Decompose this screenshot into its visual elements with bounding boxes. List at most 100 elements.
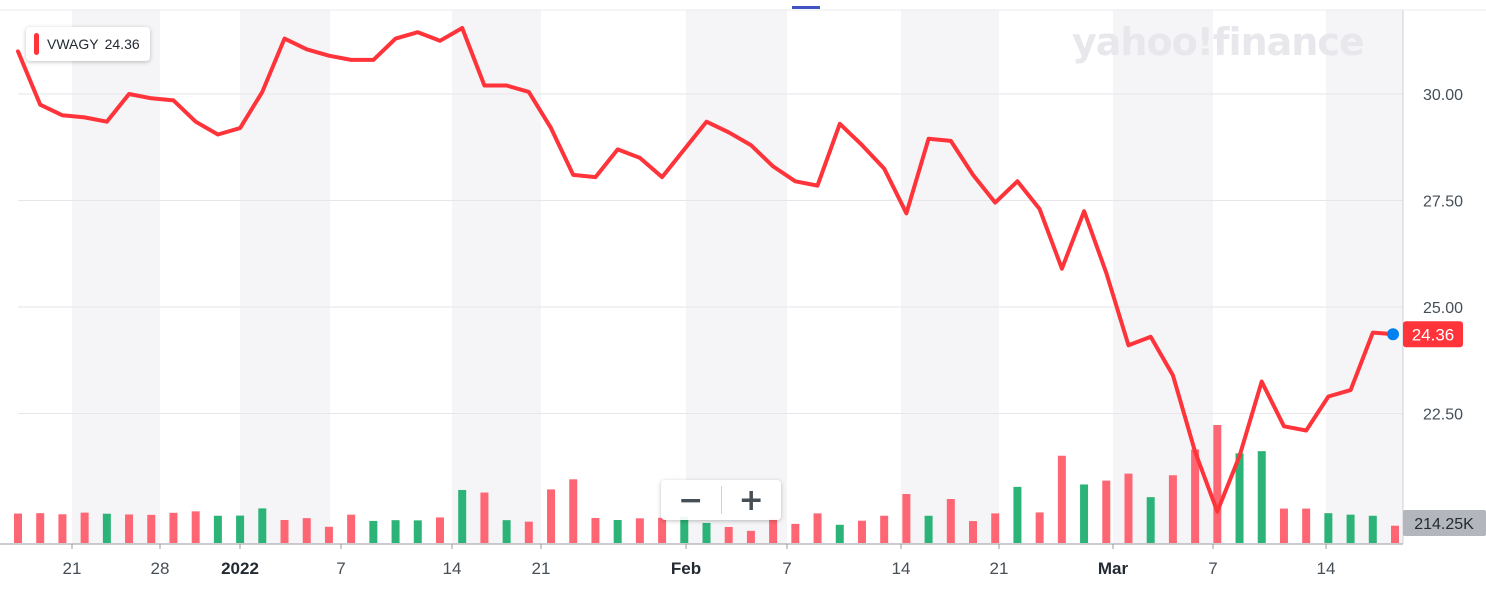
- volume-bar: [14, 513, 22, 543]
- volume-bar: [369, 520, 378, 543]
- volume-bar: [413, 520, 422, 543]
- x-tick-label: 21: [990, 559, 1009, 578]
- volume-bar: [902, 494, 911, 543]
- volume-bar: [569, 479, 578, 543]
- legend-value: 24.36: [104, 36, 140, 52]
- x-tick-label: 2022: [221, 559, 259, 578]
- volume-bar: [302, 518, 311, 543]
- volume-bar: [458, 489, 467, 543]
- week-band-4: [901, 10, 999, 544]
- volume-bar: [1102, 480, 1111, 543]
- volume-bar: [1235, 453, 1244, 543]
- volume-bar: [169, 512, 178, 543]
- volume-bar: [80, 512, 89, 543]
- volume-bar: [36, 513, 45, 543]
- week-band-0: [72, 10, 160, 544]
- volume-bar: [435, 517, 444, 543]
- week-band-3: [686, 10, 787, 544]
- volume-bar: [1035, 512, 1044, 543]
- volume-bar: [1191, 449, 1200, 543]
- y-tick-label: 25.00: [1423, 300, 1463, 317]
- volume-bar: [1391, 525, 1399, 543]
- volume-badge: [1403, 510, 1486, 536]
- volume-bar: [946, 499, 955, 543]
- volume-bar: [924, 515, 933, 543]
- volume-bar: [58, 514, 67, 543]
- volume-bar: [213, 515, 222, 543]
- volume-bar: [1257, 451, 1266, 543]
- volume-bar: [746, 530, 755, 543]
- volume-bar: [1302, 508, 1311, 543]
- volume-bar: [391, 520, 400, 543]
- volume-bar: [1368, 515, 1377, 543]
- x-tick-label: 7: [782, 559, 791, 578]
- volume-bar: [702, 522, 711, 543]
- last-price-label: 24.36: [1412, 325, 1455, 344]
- volume-bar: [880, 515, 889, 543]
- volume-bar: [236, 515, 245, 543]
- week-band-6: [1326, 10, 1403, 544]
- x-tick-label: 7: [1208, 559, 1217, 578]
- y-tick-label: 27.50: [1423, 194, 1463, 211]
- volume-bar: [147, 514, 156, 543]
- volume-bar: [991, 513, 1000, 543]
- volume-bar: [1124, 473, 1133, 543]
- volume-bar: [613, 519, 622, 543]
- volume-bar: [191, 511, 200, 543]
- x-tick-label: 21: [532, 559, 551, 578]
- volume-bar: [1168, 475, 1177, 543]
- volume-bar: [680, 516, 689, 543]
- volume-bar: [724, 526, 733, 543]
- volume-bar: [502, 520, 511, 543]
- volume-bar: [1279, 508, 1288, 543]
- y-tick-label: 30.00: [1423, 87, 1463, 104]
- x-tick-label: 21: [63, 559, 82, 578]
- volume-bar: [1080, 484, 1089, 543]
- zoom-divider: [720, 486, 722, 514]
- volume-bar: [258, 508, 267, 543]
- zoom-in-button[interactable]: +: [738, 482, 764, 518]
- volume-bar: [1057, 455, 1066, 543]
- volume-bar: [480, 492, 489, 543]
- series-legend[interactable]: VWAGY 24.36: [26, 27, 150, 61]
- x-tick-label: Mar: [1098, 559, 1129, 578]
- volume-label: 214.25K: [1414, 516, 1474, 533]
- volume-bar: [813, 513, 822, 543]
- volume-bar: [857, 520, 866, 543]
- price-line: [16, 26, 1397, 514]
- zoom-controls: − +: [661, 480, 781, 520]
- volume-bar: [658, 517, 667, 543]
- volume-bar: [102, 513, 111, 543]
- x-tick-label: Feb: [671, 559, 701, 578]
- last-price-dot: [1387, 328, 1399, 341]
- volume-bar: [280, 519, 289, 543]
- yahoo-finance-watermark: yahoo!finance: [1072, 20, 1365, 64]
- x-tick-label: 14: [443, 559, 462, 578]
- x-tick-label: 14: [892, 559, 911, 578]
- x-tick-label: 28: [151, 559, 170, 578]
- volume-bar: [1013, 486, 1022, 543]
- zoom-out-button[interactable]: −: [678, 482, 704, 518]
- volume-bar: [769, 518, 778, 543]
- volume-bar: [635, 518, 644, 543]
- x-tick-label: 7: [336, 559, 345, 578]
- volume-bar: [125, 514, 134, 543]
- volume-bar: [591, 517, 600, 543]
- volume-bar: [324, 526, 333, 543]
- legend-symbol: VWAGY: [47, 36, 99, 52]
- volume-bar: [524, 521, 533, 543]
- series-color-swatch: [34, 33, 39, 55]
- volume-bar: [1346, 514, 1355, 543]
- week-band-2: [452, 10, 541, 544]
- last-price-badge: [1403, 321, 1463, 348]
- volume-bar: [791, 523, 800, 543]
- range-indicator: [792, 6, 820, 9]
- volume-bar: [1324, 513, 1333, 543]
- volume-bar: [347, 514, 356, 543]
- volume-bar: [547, 489, 556, 543]
- volume-bar: [969, 521, 978, 543]
- volume-bar: [1146, 497, 1155, 543]
- x-tick-label: 14: [1317, 559, 1336, 578]
